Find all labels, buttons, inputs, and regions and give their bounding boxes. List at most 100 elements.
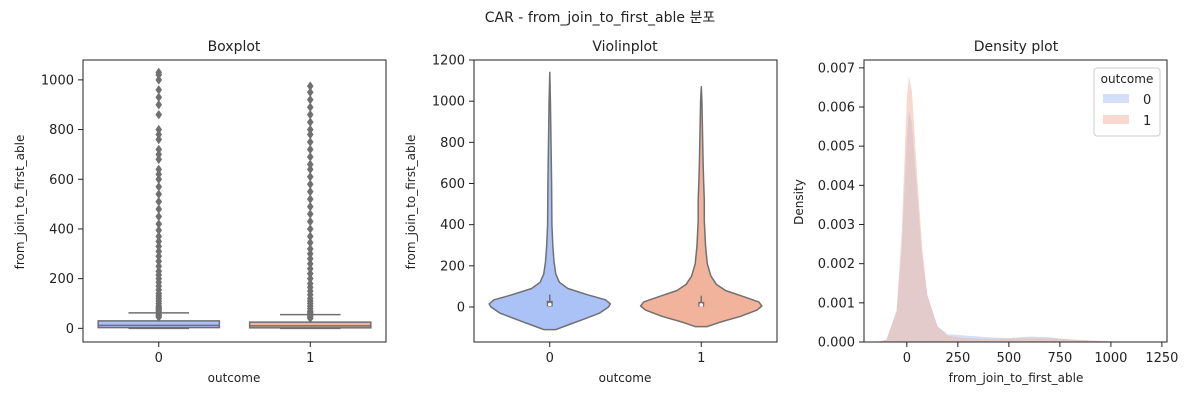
box-outlier [155, 256, 163, 266]
box-outlier [306, 254, 314, 264]
density-ytick-label: 0.001 [818, 296, 855, 311]
box-outlier [155, 219, 163, 229]
density-frame [863, 59, 1168, 343]
box-outlier [155, 149, 163, 160]
boxplot-ytick-label: 200 [49, 272, 74, 287]
box-outlier [155, 181, 163, 192]
boxplot-ylabel: from_join_to_first_able [13, 135, 27, 270]
box-outlier [306, 268, 314, 279]
legend-label-0: 0 [1143, 93, 1151, 108]
box-outlier [306, 137, 314, 147]
density-ytick-label: 0.003 [818, 218, 855, 233]
box-outlier [306, 244, 314, 254]
box-outlier [155, 241, 163, 252]
box-outlier [306, 172, 314, 182]
violinplot-marks: 0 200 400 600 800 1000 1200 0 1 [432, 54, 763, 366]
box-outlier [155, 124, 163, 135]
violinplot-ytick-label: 800 [440, 136, 465, 151]
density-ytick-label: 0.005 [818, 140, 855, 155]
box-outlier [155, 189, 163, 199]
box-outlier [306, 186, 314, 197]
violinplot-xtick-label: 1 [697, 351, 705, 366]
density-legend: outcome 0 1 [1093, 67, 1161, 137]
density-xtick-label: 500 [996, 351, 1021, 366]
boxplot-xtick-label: 0 [155, 351, 163, 366]
violinplot-ytick-label: 1000 [432, 95, 465, 110]
violin-body [488, 71, 612, 331]
box-outlier [306, 231, 314, 242]
violinplot-ytick-label: 0 [457, 301, 465, 316]
violin-body [639, 86, 763, 328]
box-outlier [306, 117, 314, 127]
box-outlier [155, 144, 163, 155]
box-outlier [155, 67, 163, 78]
boxplot-marks: 0 200 400 600 800 1000 0 1 [41, 67, 372, 366]
box-outlier [306, 144, 314, 155]
box-outlier [306, 102, 314, 112]
box-outlier [155, 231, 163, 242]
boxplot-xlabel: outcome [208, 371, 261, 385]
box-outlier [155, 225, 163, 235]
density-title: Density plot [974, 39, 1059, 55]
figure-title: CAR - from_join_to_first_able 분포 [485, 10, 716, 26]
box-outlier [306, 194, 314, 204]
legend-swatch-1 [1103, 115, 1129, 124]
box-outlier [155, 129, 163, 140]
box-outlier [306, 224, 314, 234]
box-outlier [155, 99, 163, 110]
violin-median [547, 302, 552, 307]
density-ylabel: Density [792, 179, 806, 225]
legend-swatch-0 [1103, 94, 1129, 103]
box-outlier [306, 124, 314, 135]
violinplot-ylabel: from_join_to_first_able [404, 135, 418, 270]
density-area-1 [876, 75, 1132, 342]
legend-label-1: 1 [1143, 114, 1151, 129]
box-outlier [306, 216, 314, 227]
violinplot-xtick-label: 0 [546, 351, 554, 366]
box-outlier [155, 251, 163, 262]
violinplot-xlabel: outcome [599, 371, 652, 385]
density-xtick-label: 250 [945, 351, 970, 366]
boxplot-ytick-label: 800 [49, 123, 74, 138]
box-outlier [155, 196, 163, 207]
violinplot-title: Violinplot [592, 39, 658, 55]
violinplot-panel: Violinplot outcome from_join_to_first_ab… [404, 39, 778, 385]
density-ytick-label: 0.000 [818, 336, 855, 351]
box-body [97, 320, 221, 329]
box-outlier [306, 152, 314, 162]
boxplot-ytick-label: 400 [49, 222, 74, 237]
box-outlier [155, 75, 163, 85]
box-outlier [306, 179, 314, 189]
density-ytick-label: 0.002 [818, 257, 855, 272]
box-outlier [306, 278, 314, 289]
violin-median [699, 303, 704, 307]
box-outlier [306, 95, 314, 105]
boxplot-ytick-label: 600 [49, 173, 74, 188]
box-outlier [306, 87, 314, 98]
box-outlier [306, 164, 314, 175]
boxplot-frame [82, 59, 387, 343]
box-outlier [306, 201, 314, 212]
boxplot-panel: Boxplot outcome from_join_to_first_able … [13, 39, 387, 385]
box-outlier [155, 169, 163, 180]
density-panel: Density plot from_join_to_first_able Den… [792, 39, 1178, 385]
box-outlier [155, 92, 163, 102]
box-outlier [306, 159, 314, 170]
box-outlier [306, 237, 314, 248]
density-xtick-label: 750 [1047, 351, 1072, 366]
density-ytick-label: 0.004 [818, 179, 855, 194]
box-outlier [306, 81, 314, 91]
box-outlier [155, 164, 163, 175]
violinplot-ytick-label: 400 [440, 218, 465, 233]
box-outlier [155, 154, 163, 165]
density-ytick-label: 0.007 [818, 61, 855, 76]
box-outlier [306, 259, 314, 269]
box-outlier [155, 109, 163, 120]
box-outlier [155, 266, 163, 276]
legend-title: outcome [1101, 72, 1154, 86]
box-outlier [155, 204, 163, 214]
box-outlier [155, 261, 163, 271]
box-outlier [306, 249, 314, 259]
box-outlier [155, 134, 163, 145]
